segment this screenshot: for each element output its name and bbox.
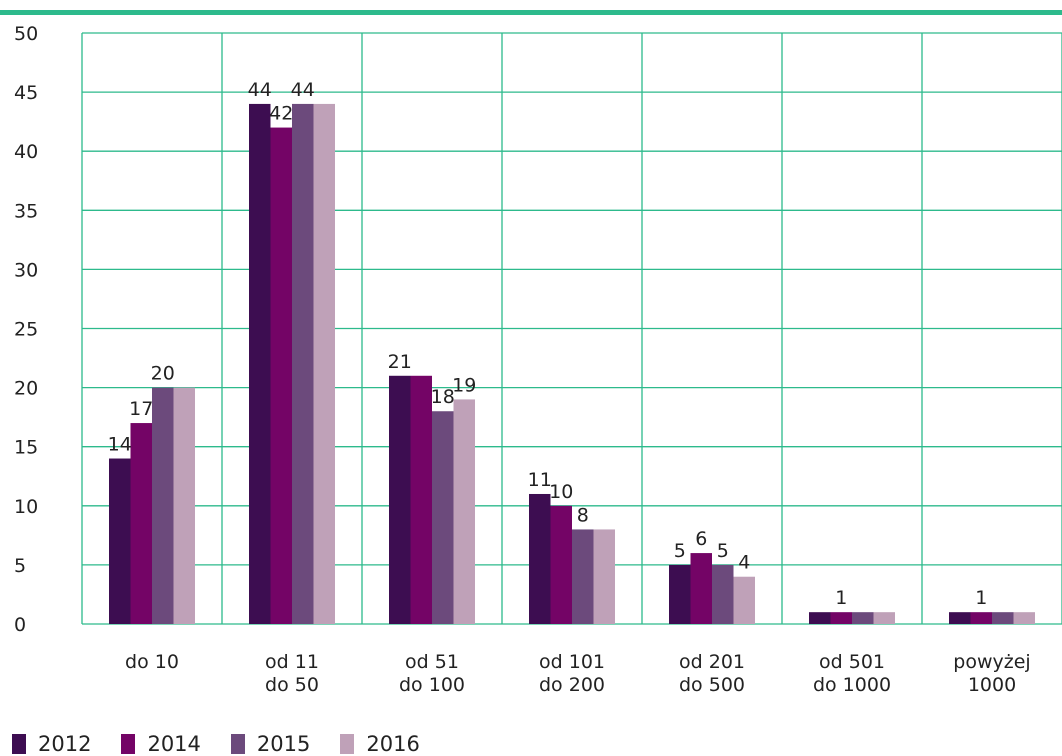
data-label: 21 [388,351,412,373]
data-label: 5 [674,540,686,562]
bar-2014-5 [830,612,852,624]
bar-2016-5 [873,612,895,624]
legend-swatch [340,734,355,754]
category-label: do 10 [125,651,179,673]
legend-item-2015: 2015 [230,732,311,756]
legend-item-2012: 2012 [12,732,91,756]
bars [109,103,1035,625]
bar-2012-2 [389,375,411,624]
legend-label: 2012 [38,732,92,756]
data-label: 1 [975,587,987,609]
bar-2012-1 [249,103,271,625]
category-label: od 101 [539,651,605,673]
y-tick-label: 40 [14,141,38,163]
legend-swatch [230,734,245,754]
category-label: powyżej [953,651,1030,673]
top-accent-rule [0,10,1062,15]
bar-2012-3 [529,493,551,624]
data-label: 11 [528,469,552,491]
data-label: 20 [151,363,175,385]
bar-2014-2 [410,375,432,624]
category-label: do 100 [399,674,465,696]
data-label: 44 [291,79,315,101]
bar-2016-4 [733,576,755,624]
bar-2015-0 [152,387,174,624]
bar-2016-6 [1013,612,1035,624]
data-label: 17 [129,398,153,420]
data-label: 8 [577,504,589,526]
data-label: 14 [108,434,132,456]
legend-swatch [12,734,26,754]
y-tick-label: 25 [14,319,38,341]
category-label: do 200 [539,674,605,696]
bar-2015-4 [712,564,734,624]
bar-2015-2 [432,411,454,624]
data-label: 6 [695,528,707,550]
data-label: 44 [248,79,272,101]
bar-2014-1 [270,127,292,624]
legend-label: 2016 [366,732,420,756]
category-label: od 11 [265,651,319,673]
grid [81,32,1062,625]
data-label: 1 [835,587,847,609]
bar-2012-0 [109,458,131,624]
bar-2012-5 [809,612,831,624]
category-label: do 50 [265,674,319,696]
y-tick-label: 10 [14,496,38,518]
bar-2015-6 [992,612,1014,624]
bar-2014-4 [690,553,712,624]
y-tick-label: 0 [14,614,26,636]
legend-label: 2015 [256,732,311,756]
bar-2015-5 [852,612,874,624]
data-label: 10 [549,481,573,503]
bar-2016-3 [593,529,615,624]
legend: 2012 2014 2015 2016 [12,732,450,756]
bar-2012-4 [669,564,691,624]
y-axis-ticks: 0 5 10 15 20 25 30 35 40 45 50 [14,23,38,636]
y-tick-label: 5 [14,555,26,577]
category-label: od 51 [405,651,459,673]
legend-label: 2014 [147,732,201,756]
bar-2016-2 [453,399,475,624]
bar-2014-6 [970,612,992,624]
bar-2014-0 [130,423,152,624]
bar-2012-6 [949,612,971,624]
y-tick-label: 15 [14,437,38,459]
data-label: 5 [717,540,729,562]
legend-item-2016: 2016 [340,732,420,756]
bar-2016-0 [173,387,195,624]
bar-2015-1 [292,103,314,625]
y-tick-label: 30 [14,259,38,281]
y-tick-label: 45 [14,82,38,104]
data-label: 42 [269,103,293,125]
y-tick-label: 50 [14,23,38,45]
data-label: 4 [738,552,750,574]
category-label: do 1000 [813,674,891,696]
category-label: od 201 [679,651,745,673]
category-label: do 500 [679,674,745,696]
data-label: 19 [452,374,476,396]
legend-item-2014: 2014 [121,732,201,756]
legend-swatch [121,734,136,754]
category-label: od 501 [819,651,885,673]
data-label: 18 [431,386,455,408]
bar-2014-3 [550,505,572,624]
category-label: 1000 [968,674,1016,696]
y-tick-label: 35 [14,200,38,222]
y-tick-label: 20 [14,378,38,400]
bar-2015-3 [572,529,594,624]
bar-2016-1 [313,103,335,625]
